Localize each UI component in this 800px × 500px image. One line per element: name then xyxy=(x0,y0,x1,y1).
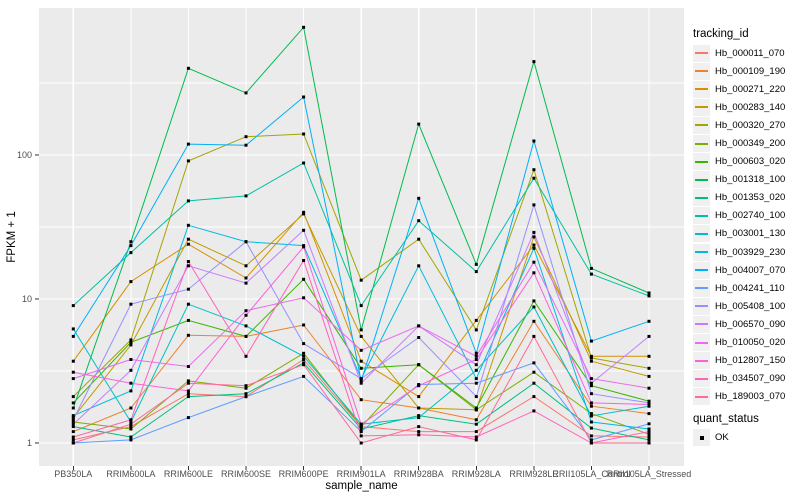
legend-item-Hb_000283_140: Hb_000283_140 xyxy=(693,98,799,116)
line-swatch-icon xyxy=(693,44,710,62)
line-swatch-icon xyxy=(693,243,710,261)
legend-item-label: Hb_003001_130 xyxy=(715,228,786,240)
legend-item-Hb_000011_070: Hb_000011_070 xyxy=(693,44,799,62)
x-tick-label: RRIM928LE xyxy=(509,469,558,479)
legend-title-tracking-id: tracking_id xyxy=(693,28,749,40)
legend-item-Hb_000349_200: Hb_000349_200 xyxy=(693,134,799,153)
legend-item-label: Hb_001318_100 xyxy=(715,174,786,186)
y-axis-title: FPKM + 1 xyxy=(6,211,18,263)
y-tick-label: 1 xyxy=(27,438,32,448)
legend-item-Hb_005408_100: Hb_005408_100 xyxy=(693,297,799,315)
y-tick-labels: 1 10 100 xyxy=(17,150,32,448)
quant-status-legend: quant_status OK xyxy=(693,413,799,447)
tracking-id-legend-items: Hb_000011_070 Hb_000109_190 Hb_000271_220 H… xyxy=(693,44,799,406)
line-swatch-icon xyxy=(693,135,710,153)
line-swatch-icon xyxy=(693,352,710,370)
line-swatch-icon xyxy=(693,153,710,171)
y-tick-label: 100 xyxy=(17,150,32,160)
line-swatch-icon xyxy=(693,80,710,98)
legend-item-Hb_012807_150: Hb_012807_150 xyxy=(693,352,799,370)
legend-item-label: Hb_000283_140 xyxy=(715,101,786,113)
legend-item-Hb_189003_070: Hb_189003_070 xyxy=(693,388,799,406)
x-tick-label: RRII105LA_Control xyxy=(552,469,630,479)
legend-item-Hb_000320_270: Hb_000320_270 xyxy=(693,116,799,134)
legend-item-label: Hb_006570_090 xyxy=(715,318,786,330)
legend-item-label: Hb_000320_270 xyxy=(715,119,786,131)
legend-item-label: Hb_012807_150 xyxy=(715,355,786,367)
legend-item-Hb_003001_130: Hb_003001_130 xyxy=(693,225,799,243)
x-tick-label: RRIM600PE xyxy=(279,469,329,479)
legend-item-label: Hb_004241_110 xyxy=(715,282,785,294)
legend-item-ok: OK xyxy=(693,429,799,447)
legend-title-quant-status: quant_status xyxy=(693,412,759,425)
legend-item-label: Hb_000109_190 xyxy=(715,65,786,77)
legend-item-Hb_001353_020: Hb_001353_020 xyxy=(693,189,799,207)
legend: tracking_id Hb_000011_070 Hb_000109_190 Hb… xyxy=(693,28,799,447)
legend-item-Hb_002740_100: Hb_002740_100 xyxy=(693,207,799,225)
legend-item-Hb_001318_100: Hb_001318_100 xyxy=(693,171,799,189)
legend-item-Hb_000109_190: Hb_000109_190 xyxy=(693,62,799,80)
line-swatch-icon xyxy=(693,116,710,134)
legend-item-label: Hb_034507_090 xyxy=(715,373,786,385)
x-tick-label: PB350LA xyxy=(54,469,92,479)
legend-item-label: Hb_000011_070 xyxy=(715,47,785,59)
line-swatch-icon xyxy=(693,171,710,189)
legend-item-label: Hb_189003_070 xyxy=(715,391,786,403)
line-swatch-icon xyxy=(693,279,710,297)
axis-ticks xyxy=(35,154,650,470)
legend-item-label: Hb_005408_100 xyxy=(715,300,786,312)
x-tick-label: RRII105LA_Stressed xyxy=(607,469,692,479)
legend-item-label: Hb_002740_100 xyxy=(715,210,786,222)
legend-item-Hb_000603_020: Hb_000603_020 xyxy=(693,153,799,171)
legend-item-Hb_010050_020: Hb_010050_020 xyxy=(693,334,799,352)
y-tick-label: 10 xyxy=(22,294,32,304)
line-swatch-icon xyxy=(693,370,710,388)
x-tick-label: RRIM928LA xyxy=(452,469,501,479)
line-swatch-icon xyxy=(693,225,710,243)
line-swatch-icon xyxy=(693,189,710,207)
line-swatch-icon xyxy=(693,98,710,116)
line-swatch-icon xyxy=(693,261,710,279)
legend-item-label: Hb_000603_020 xyxy=(715,156,786,168)
point-markers xyxy=(71,25,651,445)
legend-item-Hb_004241_110: Hb_004241_110 xyxy=(693,279,799,297)
ok-point-key-icon xyxy=(693,429,710,447)
x-tick-labels: PB350LA RRIM600LA RRIM600LE RRIM600SE RRIM60… xyxy=(54,469,691,479)
x-axis-title: sample_name xyxy=(325,480,398,492)
line-swatch-icon xyxy=(693,297,710,315)
x-tick-label: RRIM928BA xyxy=(394,469,444,479)
x-tick-label: RRIM600LA xyxy=(106,469,155,479)
legend-item-Hb_034507_090: Hb_034507_090 xyxy=(693,370,799,388)
x-tick-label: RRIM600SE xyxy=(221,469,271,479)
legend-item-label: Hb_004007_070 xyxy=(715,264,786,276)
line-swatch-icon xyxy=(693,207,710,225)
line-swatch-icon xyxy=(693,62,710,80)
line-swatch-icon xyxy=(693,388,710,406)
legend-item-Hb_000271_220: Hb_000271_220 xyxy=(693,80,799,98)
legend-item-Hb_003929_230: Hb_003929_230 xyxy=(693,243,799,261)
line-swatch-icon xyxy=(693,315,710,333)
legend-item-label: Hb_000271_220 xyxy=(715,83,786,95)
legend-item-label: Hb_001353_020 xyxy=(715,192,786,204)
legend-item-label: Hb_000349_200 xyxy=(715,138,786,150)
legend-item-Hb_006570_090: Hb_006570_090 xyxy=(693,315,799,333)
legend-item-Hb_004007_070: Hb_004007_070 xyxy=(693,261,799,279)
legend-item-label: Hb_003929_230 xyxy=(715,246,786,258)
x-tick-label: RRIM600LE xyxy=(164,469,213,479)
legend-item-label: Hb_010050_020 xyxy=(715,337,786,349)
x-tick-label: RRIM901LA xyxy=(337,469,386,479)
line-swatch-icon xyxy=(693,334,710,352)
legend-item-label: OK xyxy=(715,432,729,444)
